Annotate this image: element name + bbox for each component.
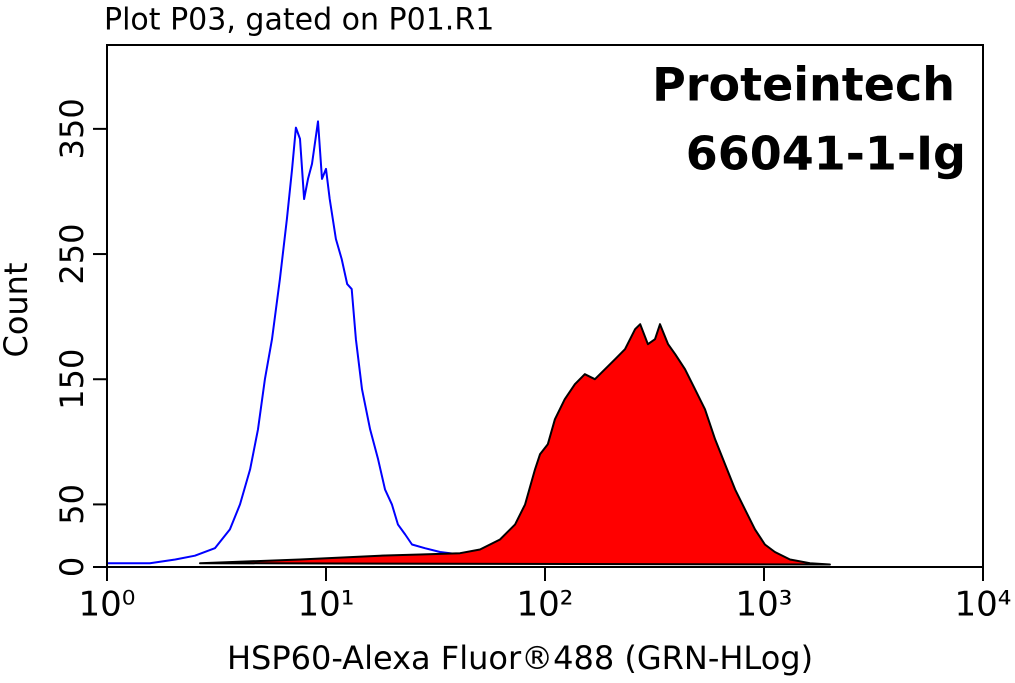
y-tick-label: 350: [53, 98, 91, 159]
x-tick-label: 10⁰: [79, 585, 136, 625]
outline-histogram: [107, 120, 501, 565]
x-tick-label: 10⁴: [955, 585, 1012, 625]
chart-title: Plot P03, gated on P01.R1: [104, 3, 494, 38]
filled-histogram: [199, 323, 831, 566]
y-axis-label: Count: [0, 262, 35, 357]
annotation: 66041-1-Ig: [686, 127, 966, 181]
x-tick-label: 10¹: [298, 585, 355, 625]
x-tick-label: 10³: [736, 585, 793, 625]
annotation: Proteintech: [652, 58, 955, 112]
y-tick-label: 150: [53, 349, 91, 410]
y-tick-label: 50: [53, 484, 91, 525]
y-tick-label: 0: [53, 557, 91, 577]
x-axis-label: HSP60-Alexa Fluor®488 (GRN-HLog): [227, 639, 813, 677]
y-tick-label: 250: [53, 224, 91, 285]
x-tick-label: 10²: [517, 585, 574, 625]
